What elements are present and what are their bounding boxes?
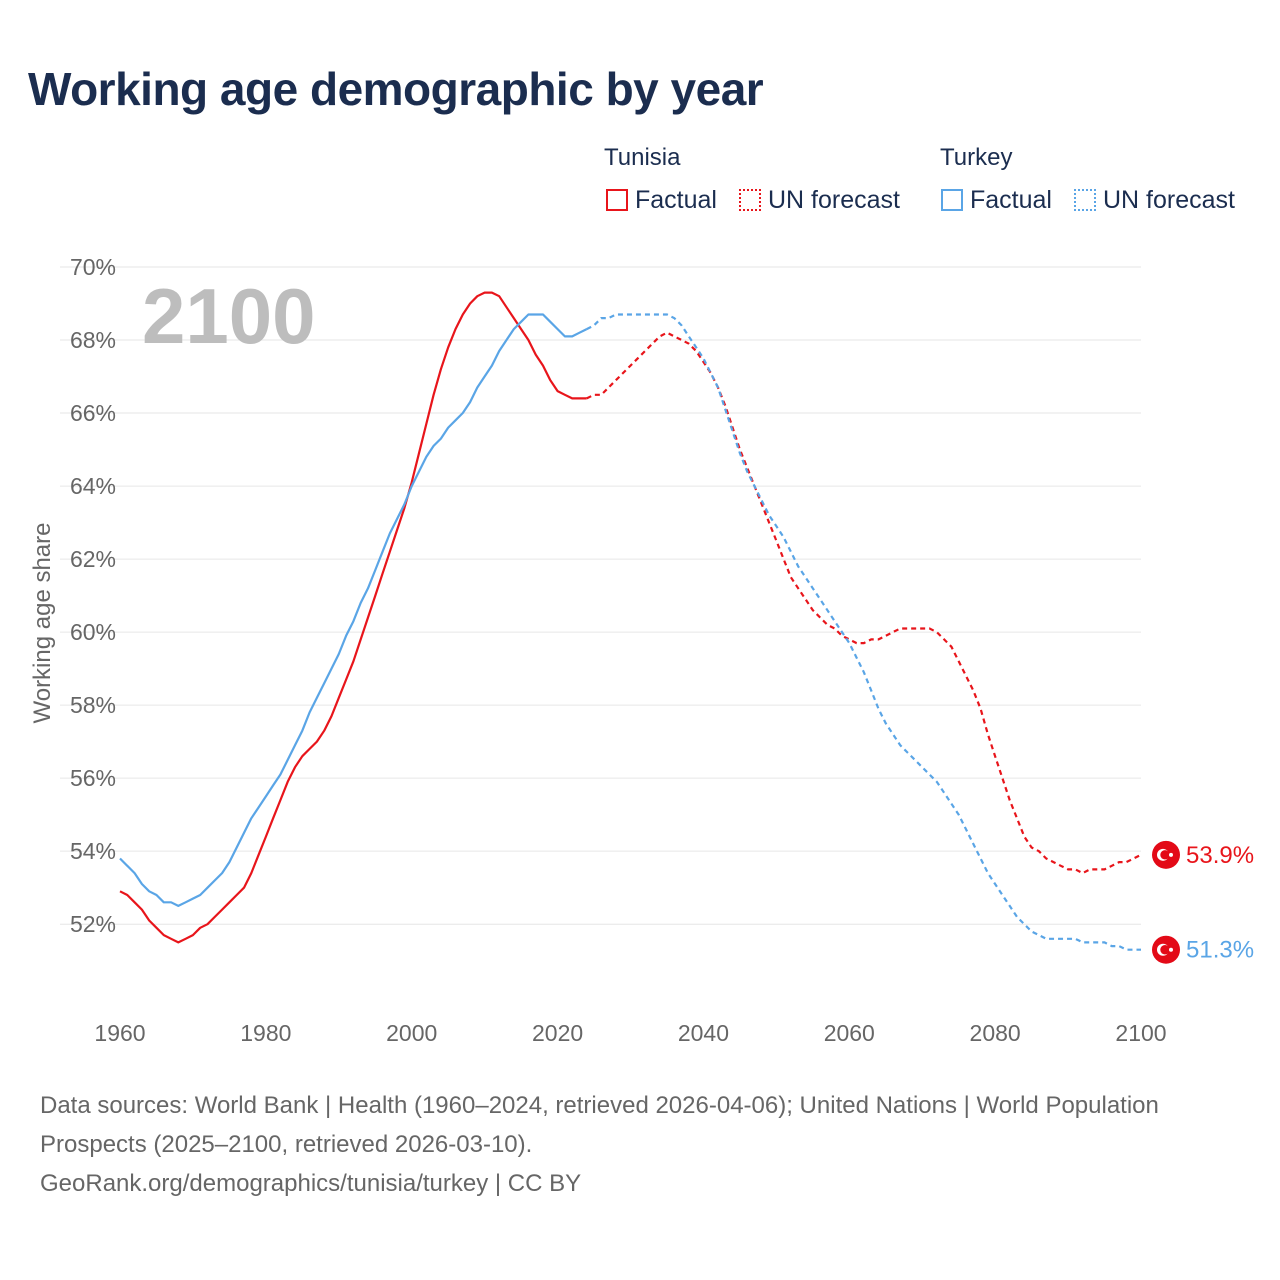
legend-tunisia-title: Tunisia — [604, 144, 681, 171]
flag-crescent-cut — [1160, 945, 1170, 955]
flag-star — [1169, 947, 1173, 952]
legend-tunisia-forecast[interactable]: UN forecast — [739, 185, 900, 215]
x-axis-tick-labels: 1960 1980 2000 2020 2040 2060 2080 2100 — [94, 1020, 1166, 1046]
y-tick-label: 52% — [70, 911, 116, 937]
legend-turkey-forecast[interactable]: UN forecast — [1074, 185, 1235, 215]
legend-label: Factual — [635, 185, 717, 214]
x-tick-label: 2020 — [532, 1020, 583, 1046]
x-tick-label: 2060 — [824, 1020, 875, 1046]
footer-credit[interactable]: GeoRank.org/demographics/tunisia/turkey … — [40, 1170, 582, 1197]
y-tick-label: 70% — [70, 254, 116, 280]
end-marker-tunisia: 53.9% — [1152, 840, 1254, 869]
legend-tunisia-factual[interactable]: Factual — [606, 185, 717, 215]
y-axis-tick-labels: 52% 54% 56% 58% 60% 62% 64% 66% 68% 70% — [70, 254, 116, 937]
line-chart: 52% 54% 56% 58% 60% 62% 64% 66% 68% 70% 1960 1980 2… — [29, 254, 1254, 1046]
legend-swatch-turkey-factual — [941, 189, 963, 211]
series-line-turkey-factual — [119, 313, 588, 907]
legend-label: UN forecast — [1103, 185, 1235, 214]
x-tick-label: 1960 — [94, 1020, 145, 1046]
series-line-turkey-forecast — [586, 313, 1141, 951]
y-tick-label: 60% — [70, 619, 116, 645]
y-tick-label: 68% — [70, 327, 116, 353]
footer-sources: Data sources: World Bank | Health (1960–… — [40, 1092, 1159, 1158]
x-tick-label: 2080 — [970, 1020, 1021, 1046]
year-watermark: 2100 — [142, 272, 316, 360]
x-tick-label: 2000 — [386, 1020, 437, 1046]
end-markers: 53.9% 51.3% — [1152, 840, 1254, 964]
y-tick-label: 54% — [70, 838, 116, 864]
series-lines — [119, 291, 1142, 951]
chart-title: Working age demographic by year — [28, 63, 764, 115]
y-tick-label: 58% — [70, 692, 116, 718]
y-tick-label: 56% — [70, 765, 116, 791]
x-tick-label: 2040 — [678, 1020, 729, 1046]
y-tick-label: 64% — [70, 473, 116, 499]
legend-swatch-turkey-forecast — [1074, 189, 1096, 211]
end-value-label-turkey: 51.3% — [1186, 937, 1254, 964]
y-axis-label: Working age share — [29, 523, 56, 724]
y-tick-label: 62% — [70, 546, 116, 572]
legend-label: UN forecast — [768, 185, 900, 214]
footer: Data sources: World Bank | Health (1960–… — [40, 1086, 1220, 1203]
x-tick-label: 1980 — [240, 1020, 291, 1046]
flag-crescent-cut — [1160, 850, 1170, 860]
flag-star — [1169, 852, 1173, 857]
series-line-tunisia-factual — [119, 291, 587, 944]
x-tick-label: 2100 — [1115, 1020, 1166, 1046]
legend-label: Factual — [970, 185, 1052, 214]
legend-swatch-tunisia-forecast — [739, 189, 761, 211]
end-value-label-tunisia: 53.9% — [1186, 842, 1254, 869]
end-marker-turkey: 51.3% — [1152, 935, 1254, 964]
legend-turkey-title: Turkey — [940, 144, 1013, 171]
y-tick-label: 66% — [70, 400, 116, 426]
grid-lines — [60, 266, 1141, 925]
legend-turkey-factual[interactable]: Factual — [941, 185, 1052, 215]
series-line-tunisia-forecast — [586, 331, 1142, 875]
legend-swatch-tunisia-factual — [606, 189, 628, 211]
